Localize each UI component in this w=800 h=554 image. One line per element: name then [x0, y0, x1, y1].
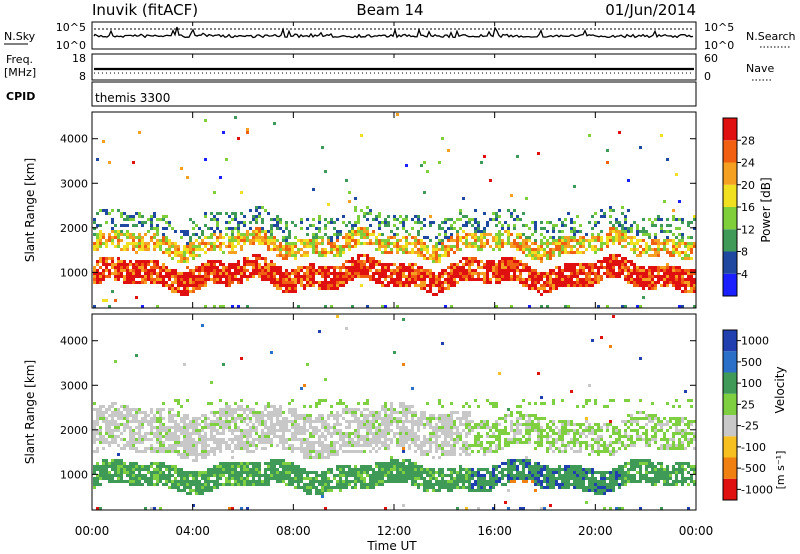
xaxis-label: Time UT [366, 539, 417, 553]
power-colorbar-tick-label-1: 8 [741, 246, 748, 259]
date-title: 01/Jun/2014 [605, 1, 696, 19]
power-colorbar-tick-label-2: 12 [741, 223, 755, 236]
velocity-y-axis: 1000 2000 3000 4000 [60, 335, 696, 481]
power-colorbar-tick-label-4: 20 [741, 179, 755, 192]
velocity-cells [93, 315, 696, 510]
power-ylabel: Slant Range [km] [23, 158, 37, 262]
noise-right-tick-bottom: 10^0 [704, 39, 734, 52]
power-ytick-label-0: 1000 [60, 266, 88, 279]
noise-right-label: N.Search [746, 30, 796, 43]
velocity-colorbar-swatch-3 [723, 415, 737, 437]
velocity-colorbar-tick-label-7: -1000 [741, 483, 773, 496]
xtick-label-4: 16:00 [477, 524, 512, 538]
velocity-colorbar-swatch-0 [723, 478, 737, 500]
velocity-colorbar-tick-label-5: -100 [741, 441, 766, 454]
cpid-label: CPID [6, 90, 35, 103]
power-colorbar-tick-label-3: 16 [741, 201, 755, 214]
power-colorbar-tick-label-6: 28 [741, 134, 755, 147]
power-ytick-label-2: 3000 [60, 177, 88, 190]
velocity-colorbar-frame [722, 329, 738, 501]
noise-right-tick-top: 10^5 [704, 21, 734, 34]
freq-left-tick-bottom: 8 [79, 70, 86, 83]
xtick-label-3: 12:00 [377, 524, 412, 538]
power-cells [93, 113, 696, 308]
cpid-panel: CPID themis 3300 [6, 81, 697, 107]
velocity-colorbar-swatch-1 [723, 457, 737, 479]
power-colorbar-swatch-6 [723, 140, 737, 163]
velocity-colorbar-swatch-6 [723, 351, 737, 373]
velocity-colorbar-swatch-7 [723, 330, 737, 352]
velocity-colorbar-tick-label-3: 25 [741, 398, 755, 411]
velocity-colorbar-swatch-5 [723, 372, 737, 394]
noise-trace [93, 26, 694, 39]
power-ytick-label-1: 2000 [60, 222, 88, 235]
velocity-colorbar-tick-label-6: -500 [741, 462, 766, 475]
cpid-value: themis 3300 [95, 91, 170, 105]
time-axis: 00:00 04:00 08:00 12:00 16:00 20:00 00:00 [75, 22, 714, 538]
freq-right-label: Nave [746, 62, 774, 75]
freq-right-tick-bottom: 0 [704, 70, 711, 83]
xtick-label-2: 08:00 [276, 524, 311, 538]
velocity-colorbar-tick-label-2: 100 [741, 377, 762, 390]
noise-left-tick-bottom: 10^0 [56, 39, 86, 52]
site-title: Inuvik (fitACF) [92, 1, 198, 19]
velocity-colorbar-swatch-4 [723, 393, 737, 415]
power-colorbar-swatch-4 [723, 184, 737, 207]
power-y-axis: 1000 2000 3000 4000 [60, 133, 696, 279]
freq-panel: Freq. [MHz] 18 8 60 0 Nave [4, 52, 774, 83]
freq-right-tick-top: 60 [704, 52, 718, 65]
velocity-ytick-label-2: 3000 [60, 379, 88, 392]
power-colorbar-swatch-0 [723, 273, 737, 296]
velocity-ylabel: Slant Range [km] [23, 360, 37, 464]
freq-left-tick-top: 18 [72, 52, 86, 65]
velocity-colorbar-swatch-2 [723, 436, 737, 458]
xtick-label-5: 20:00 [578, 524, 613, 538]
power-colorbar-tick-label-5: 24 [741, 157, 755, 170]
velocity-colorbar-label: Velocity [773, 366, 787, 413]
power-colorbar-label: Power [dB] [759, 177, 773, 242]
xtick-label-1: 04:00 [175, 524, 210, 538]
power-colorbar-swatch-5 [723, 162, 737, 185]
noise-left-label: N.Sky [4, 30, 36, 43]
power-ytick-label-3: 4000 [60, 133, 88, 146]
noise-left-tick-top: 10^5 [56, 21, 86, 34]
xtick-label-0: 00:00 [75, 524, 110, 538]
power-colorbar: 4 8 12 16 20 24 28 [722, 117, 755, 297]
velocity-colorbar-tick-label-0: 1000 [741, 335, 769, 348]
velocity-panel: 1000 2000 3000 4000 Slant Range [km] 1000 50… [23, 313, 787, 511]
power-colorbar-swatch-7 [723, 118, 737, 141]
freq-left-label-1: Freq. [6, 53, 33, 66]
velocity-colorbar: 1000 500 100 25 -25 -100 -500 -1000 [722, 329, 773, 501]
velocity-colorbar-tick-label-4: -25 [741, 420, 759, 433]
beam-title: Beam 14 [356, 1, 423, 19]
velocity-colorbar-tick-label-1: 500 [741, 356, 762, 369]
power-colorbar-swatch-1 [723, 251, 737, 274]
xtick-label-6: 00:00 [679, 524, 714, 538]
velocity-ytick-label-1: 2000 [60, 424, 88, 437]
velocity-ytick-label-0: 1000 [60, 468, 88, 481]
velocity-colorbar-unit: [m s⁻¹] [774, 451, 787, 490]
velocity-ytick-label-3: 4000 [60, 335, 88, 348]
power-panel: 1000 2000 3000 4000 Slant Range [km] 4 8 12 16… [23, 111, 773, 309]
power-colorbar-swatch-3 [723, 207, 737, 230]
power-colorbar-swatch-2 [723, 229, 737, 252]
freq-left-label-2: [MHz] [4, 66, 36, 79]
noise-panel: N.Sky 10^5 10^0 10^5 10^0 N.Search [4, 21, 796, 52]
power-colorbar-tick-label-0: 4 [741, 268, 748, 281]
